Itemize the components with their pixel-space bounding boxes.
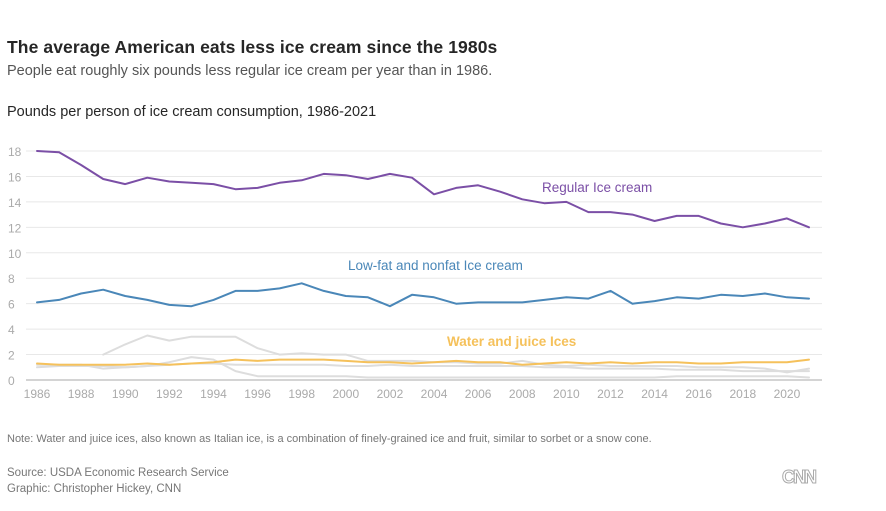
x-tick-label: 2010 [553,387,580,401]
x-tick-label: 2018 [729,387,756,401]
y-tick-label: 12 [8,221,22,235]
series-line-other-frozen-dairy-b [36,356,810,379]
y-tick-label: 4 [8,323,15,337]
chart-subtitle: People eat roughly six pounds less regul… [7,63,493,79]
x-tick-label: 2020 [774,387,801,401]
x-axis-ticks: 1986 1988 1990 1992 1994 1996 1998 2000 2002 2004… [24,387,801,401]
x-tick-label: 1990 [112,387,139,401]
series-labels: Regular Ice cream Low-fat and nonfat Ice … [348,180,652,349]
cnn-logo: CNN [782,467,818,488]
chart-headline: The average American eats less ice cream… [7,37,498,57]
highlighted-series [36,150,810,366]
y-tick-label: 14 [8,196,22,210]
series-line-low-fat-and-nonfat-ice-cream [36,282,810,308]
chart-title: Pounds per person of ice cream consumpti… [7,104,377,120]
series-label: Low-fat and nonfat Ice cream [348,258,523,273]
x-tick-label: 1992 [156,387,183,401]
x-tick-label: 2004 [421,387,448,401]
gridlines [26,150,822,356]
x-tick-label: 1998 [288,387,315,401]
background-series [36,334,810,379]
x-tick-label: 2008 [509,387,536,401]
series-line-water-and-juice-ices [36,358,810,366]
x-tick-label: 1988 [68,387,95,401]
y-axis-ticks: 0 2 4 6 8 10 12 14 16 18 [8,145,22,388]
footnote: Note: Water and juice ices, also known a… [7,433,652,445]
x-tick-label: 2016 [685,387,712,401]
line-chart: 0 2 4 6 8 10 12 14 16 18 1986 1988 1990 1992 1994 1996… [8,145,822,401]
x-tick-label: 1986 [24,387,51,401]
x-tick-label: 2012 [597,387,624,401]
graphic-credit: Graphic: Christopher Hickey, CNN [7,483,182,495]
source-credits: Source: USDA Economic Research Service G… [7,465,229,497]
series-line-other-frozen-dairy-a [102,334,810,374]
x-tick-label: 2002 [377,387,404,401]
x-tick-label: 2014 [641,387,668,401]
y-tick-label: 10 [8,247,22,261]
y-tick-label: 6 [8,298,15,312]
y-tick-label: 0 [8,374,15,388]
source-line: Source: USDA Economic Research Service [7,467,229,479]
series-label: Water and juice Ices [447,334,576,349]
x-tick-label: 1996 [244,387,271,401]
x-tick-label: 2006 [465,387,492,401]
y-tick-label: 2 [8,349,15,363]
series-line-regular-ice-cream [36,150,810,229]
x-tick-label: 2000 [332,387,359,401]
y-tick-label: 8 [8,272,15,286]
y-tick-label: 16 [8,170,22,184]
x-tick-label: 1994 [200,387,227,401]
series-label: Regular Ice cream [542,180,652,195]
y-tick-label: 18 [8,145,22,159]
